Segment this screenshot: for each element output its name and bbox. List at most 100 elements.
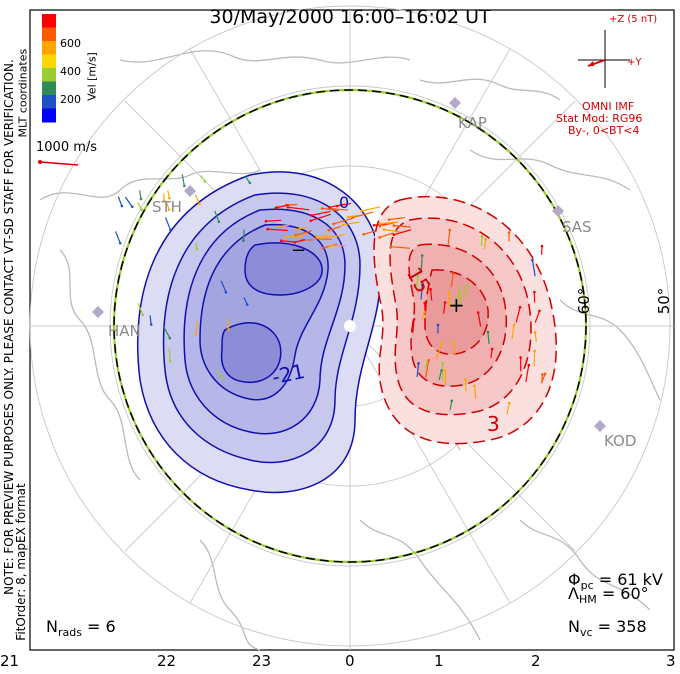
vector-origin [392, 233, 396, 236]
vector-origin [168, 336, 172, 340]
scale-vector [39, 161, 79, 166]
velocity-vector [487, 332, 490, 344]
vector-origin [466, 284, 470, 288]
velocity-vector [412, 319, 415, 333]
vector-origin [538, 309, 541, 313]
neg-contour-5 [244, 242, 323, 296]
station-han: HAN [108, 322, 141, 340]
vector-origin [328, 244, 332, 248]
colorbar-tick-600: 600 [60, 37, 81, 50]
vector-origin [378, 236, 382, 239]
vector-origin [293, 241, 297, 244]
vector-origin [309, 219, 313, 223]
vector-origin [452, 339, 455, 343]
n-vc-stat: Nvc = 358 [568, 617, 647, 640]
mlt-tick-23: 23 [252, 652, 272, 670]
velocity-vector [243, 297, 248, 305]
velocity-vector [333, 217, 354, 225]
mlt-tick-21: 21 [0, 652, 20, 670]
vector-origin [417, 362, 420, 365]
vector-origin [423, 301, 426, 305]
vector-origin [283, 235, 287, 239]
velocity-vector [287, 206, 310, 211]
vector-origin [203, 180, 207, 183]
vector-origin [392, 224, 396, 227]
velocity-vector [279, 224, 290, 228]
positive-potential-cell [373, 195, 558, 445]
vector-origin [293, 228, 297, 231]
vector-origin [450, 399, 454, 403]
vector-origin [120, 204, 124, 208]
vector-origin [167, 208, 171, 212]
velocity-vector [379, 232, 394, 239]
velocity-vector [328, 225, 342, 231]
station-kap: KAP [458, 114, 487, 132]
vector-origin [141, 313, 145, 317]
vector-origin [416, 274, 420, 278]
velocity-vector [310, 213, 332, 222]
vector-origin [443, 301, 447, 304]
velocity-vector [442, 302, 446, 314]
phi-pc-stat: Φpc = 61 kV [568, 570, 663, 593]
velocity-vector [533, 350, 536, 367]
vector-origin [533, 349, 536, 353]
mlt-tick-2: 2 [531, 652, 541, 670]
velocity-vector [315, 238, 332, 241]
coordinates-label: MLT coordinates [16, 48, 30, 138]
velocity-vector [390, 246, 410, 249]
velocity-vector [464, 379, 467, 391]
neg-contour-6 [220, 322, 282, 384]
vector-origin [332, 222, 335, 226]
station-sas: SAS [562, 218, 592, 236]
vector-origin [279, 239, 283, 242]
velocity-vector [420, 284, 423, 300]
vector-origin [436, 323, 440, 327]
vector-origin [248, 181, 252, 185]
vector-origin [440, 369, 443, 372]
velocity-vector [342, 221, 360, 226]
velocity-vector [281, 240, 295, 243]
vector-origin [362, 233, 365, 236]
velocity-vector [216, 369, 223, 379]
scale-vector-label: 1000 m/s [36, 140, 98, 155]
vector-origin [458, 286, 461, 290]
velocity-vector [347, 214, 359, 218]
negative-potential-cell [137, 171, 382, 494]
vector-origin [507, 401, 511, 405]
vector-origin [443, 369, 447, 372]
velocity-vector [435, 342, 443, 360]
potential-max-marker: + [448, 293, 465, 317]
vector-origin [464, 378, 467, 381]
vector-origin [507, 231, 511, 234]
vector-origin [360, 209, 363, 213]
velocity-vector [352, 211, 374, 219]
lat-label-50: 50° [655, 287, 673, 315]
station-kod: KOD [604, 432, 637, 450]
fitorder-label: FitOrder: 8, mapEX format [14, 483, 28, 641]
pole-marker [344, 320, 356, 332]
imf-dial [578, 30, 630, 88]
velocity-vector [194, 194, 200, 205]
vector-origin [519, 356, 522, 359]
vector-origin [372, 223, 376, 227]
velocity-vector [420, 255, 423, 273]
velocity-vector [115, 231, 121, 244]
velocity-vector [429, 289, 433, 301]
velocity-vector [490, 348, 493, 358]
velocity-vector [421, 311, 426, 321]
vector-origin [440, 341, 444, 345]
velocity-vector [363, 230, 377, 235]
velocity-vector [195, 321, 199, 335]
velocity-vector [525, 365, 530, 383]
velocity-vector [181, 174, 185, 186]
velocity-vector [329, 203, 345, 208]
vector-origin [314, 234, 318, 238]
vector-origin [387, 218, 391, 221]
velocity-vector [415, 276, 419, 290]
vector-origin [140, 208, 143, 211]
vector-origin [518, 305, 522, 309]
imf-z-label: +Z (5 nT) [609, 14, 658, 25]
vector-origin [245, 303, 249, 306]
velocity-vector [452, 292, 460, 308]
